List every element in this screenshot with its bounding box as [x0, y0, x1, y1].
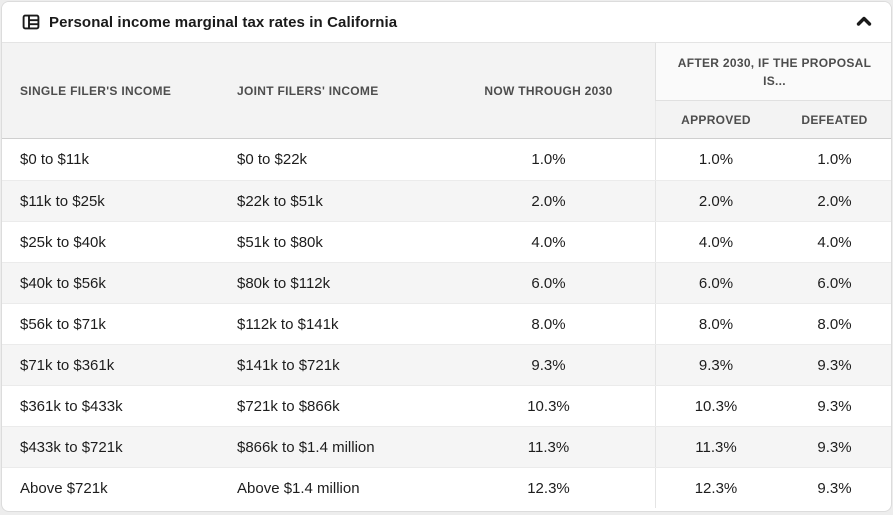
collapse-button[interactable] — [853, 12, 875, 33]
cell-single-filer-income: $0 to $11k — [20, 151, 89, 168]
cell-rate-defeated: 4.0% — [817, 233, 852, 251]
chevron-up-icon — [855, 14, 873, 31]
cell-rate-approved: 6.0% — [655, 263, 776, 303]
cell-rate-approved: 2.0% — [655, 181, 776, 221]
cell-rate-defeated: 9.3% — [817, 479, 852, 497]
cell-rate-defeated: 6.0% — [817, 274, 852, 292]
cell-joint-filer-income: Above $1.4 million — [237, 479, 360, 497]
cell-joint-filer-income: $866k to $1.4 million — [237, 438, 375, 456]
cell-joint-filer-income: $141k to $721k — [237, 356, 340, 374]
column-header-approved: APPROVED — [655, 101, 776, 138]
cell-rate-approved: 10.3% — [655, 386, 776, 426]
column-group-header-after-2030: AFTER 2030, IF THE PROPOSAL IS... — [655, 43, 891, 101]
cell-single-filer-income: Above $721k — [20, 479, 108, 497]
cell-rate-approved: 8.0% — [655, 304, 776, 344]
cell-rate-now-through-2030: 2.0% — [531, 192, 566, 210]
cell-rate-approved: 11.3% — [655, 427, 776, 467]
cell-rate-now-through-2030: 10.3% — [527, 397, 570, 415]
cell-rate-now-through-2030: 4.0% — [531, 233, 566, 251]
cell-joint-filer-income: $721k to $866k — [237, 397, 340, 415]
table-header: SINGLE FILER'S INCOME JOINT FILERS' INCO… — [2, 42, 891, 139]
cell-single-filer-income: $40k to $56k — [20, 274, 106, 292]
cell-rate-approved: 1.0% — [655, 139, 776, 180]
cell-single-filer-income: $11k to $25k — [20, 192, 105, 210]
table-body: $0 to $11k $0 to $22k 1.0% 1.0% 1.0% $11… — [2, 139, 891, 511]
table-row: $71k to $361k $141k to $721k 9.3% 9.3% 9… — [2, 344, 891, 385]
column-header-now-through-2030: NOW THROUGH 2030 — [484, 83, 613, 98]
column-header-single-income: SINGLE FILER'S INCOME — [20, 83, 172, 98]
cell-rate-defeated: 9.3% — [817, 356, 852, 374]
cell-rate-defeated: 9.3% — [817, 438, 852, 456]
cell-single-filer-income: $25k to $40k — [20, 233, 106, 251]
cell-joint-filer-income: $22k to $51k — [237, 192, 323, 210]
cell-joint-filer-income: $80k to $112k — [237, 274, 331, 292]
cell-single-filer-income: $433k to $721k — [20, 438, 123, 456]
table-row: $56k to $71k $112k to $141k 8.0% 8.0% 8.… — [2, 303, 891, 344]
cell-rate-now-through-2030: 9.3% — [531, 356, 566, 374]
cell-rate-now-through-2030: 8.0% — [531, 315, 566, 333]
cell-rate-approved: 4.0% — [655, 222, 776, 262]
cell-rate-now-through-2030: 11.3% — [527, 438, 570, 456]
cell-rate-now-through-2030: 12.3% — [527, 479, 570, 497]
cell-joint-filer-income: $51k to $80k — [237, 233, 323, 251]
cell-rate-approved: 9.3% — [655, 345, 776, 385]
cell-single-filer-income: $56k to $71k — [20, 315, 106, 333]
cell-joint-filer-income: $112k to $141k — [237, 315, 339, 333]
cell-single-filer-income: $71k to $361k — [20, 356, 115, 374]
cell-rate-defeated: 8.0% — [817, 315, 852, 333]
card-title: Personal income marginal tax rates in Ca… — [49, 13, 398, 31]
table-row: $433k to $721k $866k to $1.4 million 11.… — [2, 426, 891, 467]
table-row: $11k to $25k $22k to $51k 2.0% 2.0% 2.0% — [2, 180, 891, 221]
column-header-joint-income: JOINT FILERS' INCOME — [237, 83, 379, 98]
table-row: Above $721k Above $1.4 million 12.3% 12.… — [2, 467, 891, 508]
cell-rate-defeated: 2.0% — [817, 192, 852, 210]
cell-joint-filer-income: $0 to $22k — [237, 151, 308, 168]
cell-rate-approved: 12.3% — [655, 468, 776, 508]
column-header-defeated: DEFEATED — [801, 112, 868, 127]
table-icon — [22, 13, 40, 31]
cell-rate-defeated: 9.3% — [817, 397, 852, 415]
cell-rate-now-through-2030: 1.0% — [531, 151, 566, 168]
table-row: $40k to $56k $80k to $112k 6.0% 6.0% 6.0… — [2, 262, 891, 303]
table-row: $25k to $40k $51k to $80k 4.0% 4.0% 4.0% — [2, 221, 891, 262]
table-row: $361k to $433k $721k to $866k 10.3% 10.3… — [2, 385, 891, 426]
cell-rate-now-through-2030: 6.0% — [531, 274, 566, 292]
cell-rate-defeated: 1.0% — [817, 151, 852, 168]
cell-single-filer-income: $361k to $433k — [20, 397, 123, 415]
card-titlebar: Personal income marginal tax rates in Ca… — [2, 2, 891, 42]
table-row: $0 to $11k $0 to $22k 1.0% 1.0% 1.0% — [2, 139, 891, 180]
